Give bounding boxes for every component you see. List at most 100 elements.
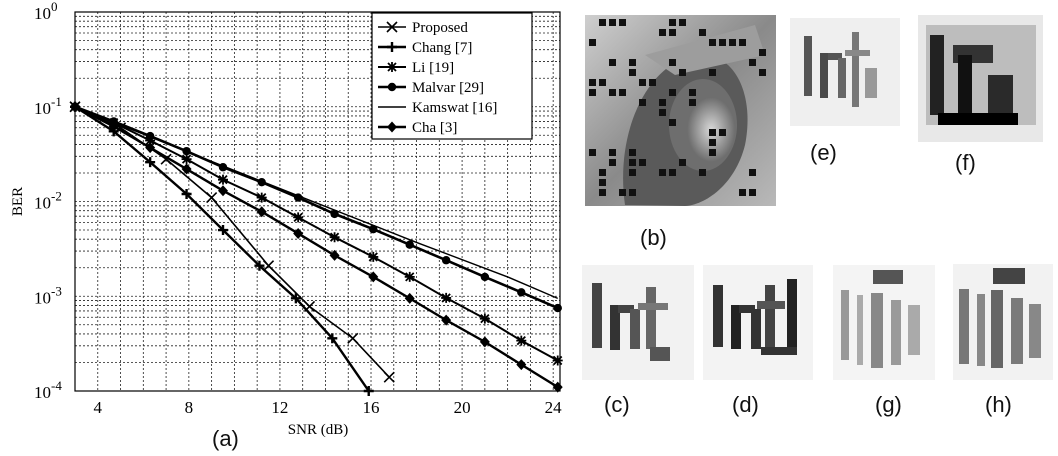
noise-block: [669, 119, 676, 126]
data-point: [218, 225, 229, 236]
data-point: [383, 371, 395, 383]
noise-block: [639, 159, 646, 166]
noise-block: [709, 39, 716, 46]
data-point: [479, 336, 490, 348]
legend-label: Cha [3]: [412, 120, 457, 136]
data-point: [404, 292, 415, 304]
noise-block: [609, 59, 616, 66]
data-point: [517, 288, 526, 297]
x-tick-label: 4: [94, 398, 103, 417]
data-point: [441, 314, 452, 326]
noise-block: [699, 29, 706, 36]
noise-block: [609, 149, 616, 156]
legend-label: Chang [7]: [412, 40, 472, 56]
label-g: (g): [875, 392, 902, 417]
noise-block: [609, 89, 616, 96]
noise-block: [599, 189, 606, 196]
data-point: [218, 174, 229, 185]
data-point: [330, 209, 339, 219]
noise-block: [619, 89, 626, 96]
noise-block: [659, 109, 666, 116]
legend-marker: [387, 121, 397, 133]
noise-block: [709, 69, 716, 76]
data-point: [404, 271, 415, 282]
x-tick-label: 20: [454, 398, 471, 417]
legend: Proposed Chang [7] Li [19] Malvar [29] Kamsw…: [371, 12, 533, 140]
noise-block: [669, 89, 676, 96]
noise-block: [669, 59, 676, 66]
series-line: [74, 106, 390, 378]
data-point: [290, 293, 301, 304]
series-line: [74, 105, 559, 362]
data-point: [254, 260, 265, 271]
x-tick-label: 12: [271, 398, 288, 417]
data-point: [327, 333, 338, 344]
legend-label: Proposed: [412, 20, 468, 36]
noise-block: [709, 129, 716, 136]
legend-marker: [386, 21, 398, 33]
label-d: (d): [732, 392, 759, 417]
noise-block: [709, 139, 716, 146]
legend-box: [371, 12, 533, 140]
noise-block: [629, 69, 636, 76]
legend-marker: [387, 62, 397, 72]
series-cha-3-: [70, 101, 563, 393]
y-tick-label: 10-3: [34, 283, 62, 307]
noise-block: [669, 29, 676, 36]
noise-block: [639, 79, 646, 86]
noise-block: [589, 149, 596, 156]
noise-block: [629, 169, 636, 176]
noise-block: [609, 19, 616, 26]
data-point: [256, 206, 267, 218]
noise-block: [659, 169, 666, 176]
host-image-lena-with-noise: [585, 15, 776, 206]
noise-block: [739, 39, 746, 46]
series-kamswat-16-: [74, 106, 558, 300]
noise-block: [589, 89, 596, 96]
noise-block: [639, 99, 646, 106]
y-tick-label: 100: [34, 0, 58, 23]
data-point: [329, 232, 340, 243]
x-tick-label: 8: [185, 398, 194, 417]
y-tick-label: 10-4: [34, 378, 62, 402]
data-point: [553, 303, 562, 313]
data-point: [293, 212, 304, 223]
data-point: [552, 355, 563, 366]
data-point: [181, 163, 192, 175]
x-axis-label: SNR (dB): [288, 422, 348, 438]
extracted-watermark-g: [833, 265, 935, 380]
y-tick-label: 10-2: [34, 189, 62, 213]
data-point: [516, 359, 527, 371]
extracted-watermark-e: [790, 18, 900, 126]
data-point: [552, 381, 563, 393]
noise-block: [599, 179, 606, 186]
noise-block: [609, 159, 616, 166]
noise-block: [599, 79, 606, 86]
legend-marker: [387, 82, 397, 92]
noise-block: [629, 59, 636, 66]
extracted-watermark-h: [953, 264, 1053, 380]
legend-label: Li [19]: [412, 60, 454, 76]
data-point: [480, 272, 490, 282]
data-point: [516, 335, 527, 346]
noise-block: [759, 49, 766, 56]
noise-block: [739, 189, 746, 196]
noise-block: [629, 149, 636, 156]
x-tick-label: 24: [545, 398, 563, 417]
noise-block: [589, 79, 596, 86]
legend-label: Malvar [29]: [412, 80, 484, 96]
data-point: [368, 271, 379, 283]
noise-block: [589, 39, 596, 46]
legend-item: Proposed: [378, 20, 468, 36]
noise-block: [679, 159, 686, 166]
data-point: [256, 192, 267, 203]
label-b: (b): [640, 225, 667, 250]
legend-label: Kamswat [16]: [412, 100, 497, 116]
noise-block: [649, 79, 656, 86]
noise-block: [749, 189, 756, 196]
x-tick-label: 16: [363, 398, 380, 417]
data-point: [145, 142, 156, 154]
noise-block: [659, 29, 666, 36]
data-point: [293, 227, 304, 239]
data-point: [181, 188, 192, 199]
